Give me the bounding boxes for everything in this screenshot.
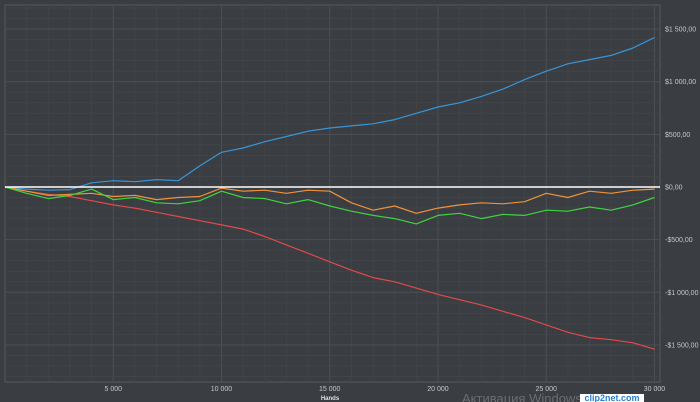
y-tick-label: -$1 500,00	[665, 342, 699, 349]
y-tick-label: -$1 000,00	[665, 290, 699, 297]
y-tick-label: -$500,00	[665, 237, 693, 244]
y-tick-label: $1 500,00	[665, 27, 696, 34]
series-line-orange	[4, 186, 655, 214]
y-tick-label: $0,00	[665, 185, 683, 192]
windows-watermark: Активация Windows	[462, 391, 582, 402]
x-axis-label: Hands	[321, 396, 340, 402]
x-tick-label: 10 000	[211, 386, 233, 393]
x-tick-label: 20 000	[427, 386, 449, 393]
series-line-blue	[4, 36, 655, 191]
x-tick-label: 15 000	[319, 386, 341, 393]
series-line-red	[4, 186, 655, 350]
x-tick-label: 30 000	[644, 386, 666, 393]
y-tick-label: $500,00	[665, 132, 690, 139]
plot-frame	[4, 4, 661, 383]
clip2net-badge: clip2net.com	[580, 394, 644, 402]
x-tick-label: 5 000	[104, 386, 122, 393]
series-line-green	[4, 186, 655, 225]
x-tick-label: 25 000	[536, 386, 558, 393]
y-tick-label: $1 000,00	[665, 79, 696, 86]
